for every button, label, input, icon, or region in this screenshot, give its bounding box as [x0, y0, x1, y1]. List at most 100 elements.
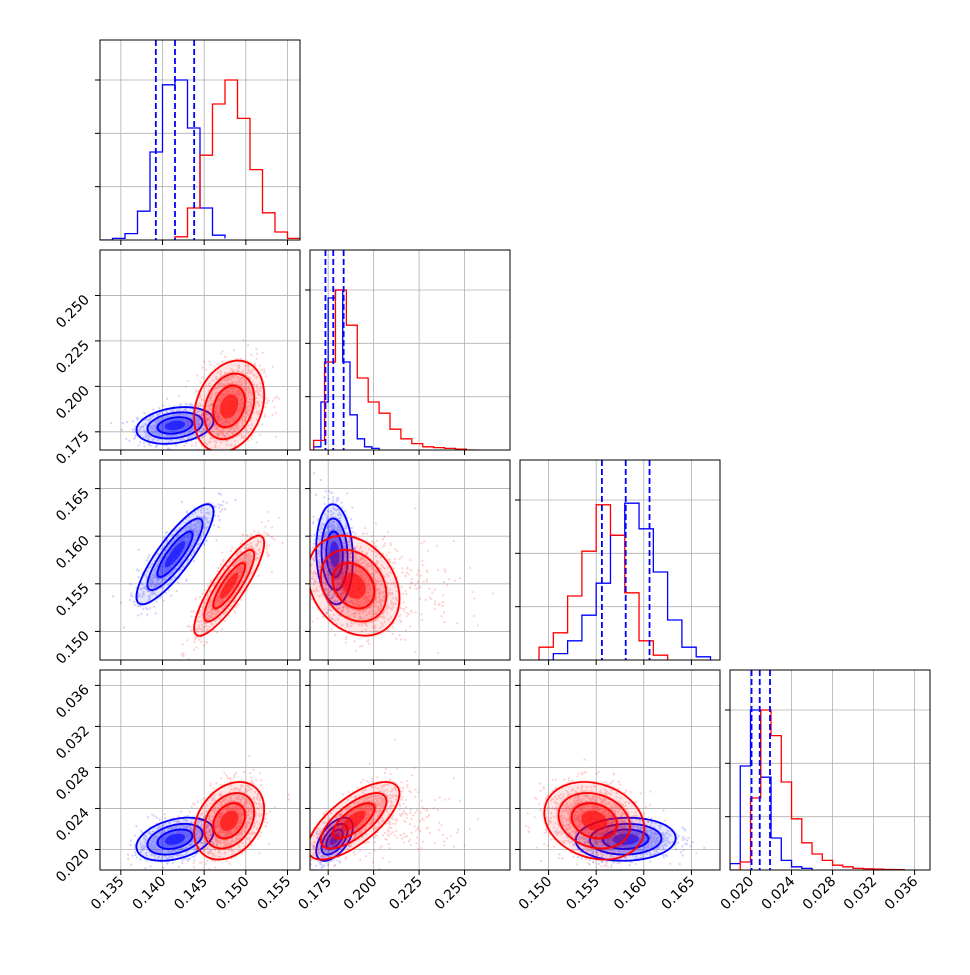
scatter-point [229, 863, 231, 865]
scatter-point [264, 526, 266, 528]
scatter-point [266, 553, 268, 555]
scatter-point [229, 452, 231, 454]
scatter-point [207, 474, 209, 476]
scatter-point [203, 487, 205, 489]
scatter-point [218, 526, 220, 528]
scatter-point [182, 655, 184, 657]
scatter-point [182, 652, 184, 654]
scatter-point [261, 369, 263, 371]
scatter-point [248, 755, 250, 757]
scatter-point [199, 381, 201, 383]
scatter-point [168, 871, 170, 873]
scatter-point [281, 542, 283, 544]
scatter-point [247, 452, 249, 454]
scatter-point [152, 409, 154, 411]
scatter-point [192, 453, 194, 455]
scatter-point [223, 772, 225, 774]
histogram-panel-0-0 [95, 40, 300, 245]
scatter-point [136, 856, 138, 858]
scatter-point [181, 859, 183, 861]
scatter-point [218, 453, 220, 455]
scatter-point [195, 442, 197, 444]
scatter-point [144, 867, 146, 869]
scatter-point [264, 416, 266, 418]
scatter-point [132, 420, 134, 422]
scatter-point [256, 441, 258, 443]
scatter-point [183, 858, 185, 860]
scatter-point [250, 354, 252, 356]
scatter-point [187, 625, 189, 627]
scatter-point [129, 599, 131, 601]
scatter-point [130, 839, 132, 841]
scatter-point [112, 595, 114, 597]
scatter-point [213, 454, 215, 456]
scatter-point [203, 361, 205, 363]
scatter-point [132, 451, 134, 453]
y-tick-label: 0.150 [53, 628, 93, 668]
scatter-point [231, 547, 233, 549]
scatter-point [123, 626, 125, 628]
scatter-point [190, 615, 192, 617]
scatter-point [266, 397, 268, 399]
scatter-point [199, 596, 201, 598]
scatter-point [233, 458, 235, 460]
scatter-point [181, 458, 183, 460]
scatter-point [178, 866, 180, 868]
scatter-point [201, 367, 203, 369]
scatter-point [259, 772, 261, 774]
scatter-point [220, 353, 222, 355]
scatter-point [127, 858, 129, 860]
scatter-point [225, 502, 227, 504]
scatter-point [191, 445, 193, 447]
scatter-point [206, 859, 208, 861]
scatter-point [143, 445, 145, 447]
scatter-point [142, 608, 144, 610]
scatter-point [246, 535, 248, 537]
scatter-point [193, 610, 195, 612]
scatter-point [219, 463, 221, 465]
scatter-point [138, 570, 140, 572]
scatter-point [210, 364, 212, 366]
scatter-point [273, 539, 275, 541]
scatter-point [145, 607, 147, 609]
scatter-point [193, 560, 195, 562]
scatter-point [228, 456, 230, 458]
scatter-point [229, 779, 231, 781]
scatter-point [194, 444, 196, 446]
scatter-point [163, 599, 165, 601]
scatter-point [120, 429, 122, 431]
scatter-point [137, 576, 139, 578]
scatter-point [274, 397, 276, 399]
scatter-point [186, 512, 188, 514]
scatter-point [130, 864, 132, 866]
scatter-point [251, 779, 253, 781]
scatter-point [267, 520, 269, 522]
scatter-point [193, 641, 195, 643]
scatter-point [213, 455, 215, 457]
scatter-point [250, 533, 252, 535]
scatter-point [153, 606, 155, 608]
scatter-point [130, 592, 132, 594]
scatter-point [224, 620, 226, 622]
scatter-point [216, 363, 218, 365]
scatter-point [181, 862, 183, 864]
scatter-point [186, 403, 188, 405]
scatter-point [206, 642, 208, 644]
scatter-point [190, 827, 192, 829]
scatter-point [176, 590, 178, 592]
scatter-point [234, 455, 236, 457]
scatter-point [217, 567, 219, 569]
scatter-point [188, 858, 190, 860]
scatter-point [164, 817, 166, 819]
scatter-point [147, 443, 149, 445]
scatter-point [221, 560, 223, 562]
scatter-point [268, 544, 270, 546]
scatter-point [193, 649, 195, 651]
scatter-point [198, 639, 200, 641]
scatter-point [202, 376, 204, 378]
scatter-point [271, 571, 273, 573]
scatter-point [213, 524, 215, 526]
scatter-point [247, 344, 249, 346]
scatter-point [135, 825, 137, 827]
